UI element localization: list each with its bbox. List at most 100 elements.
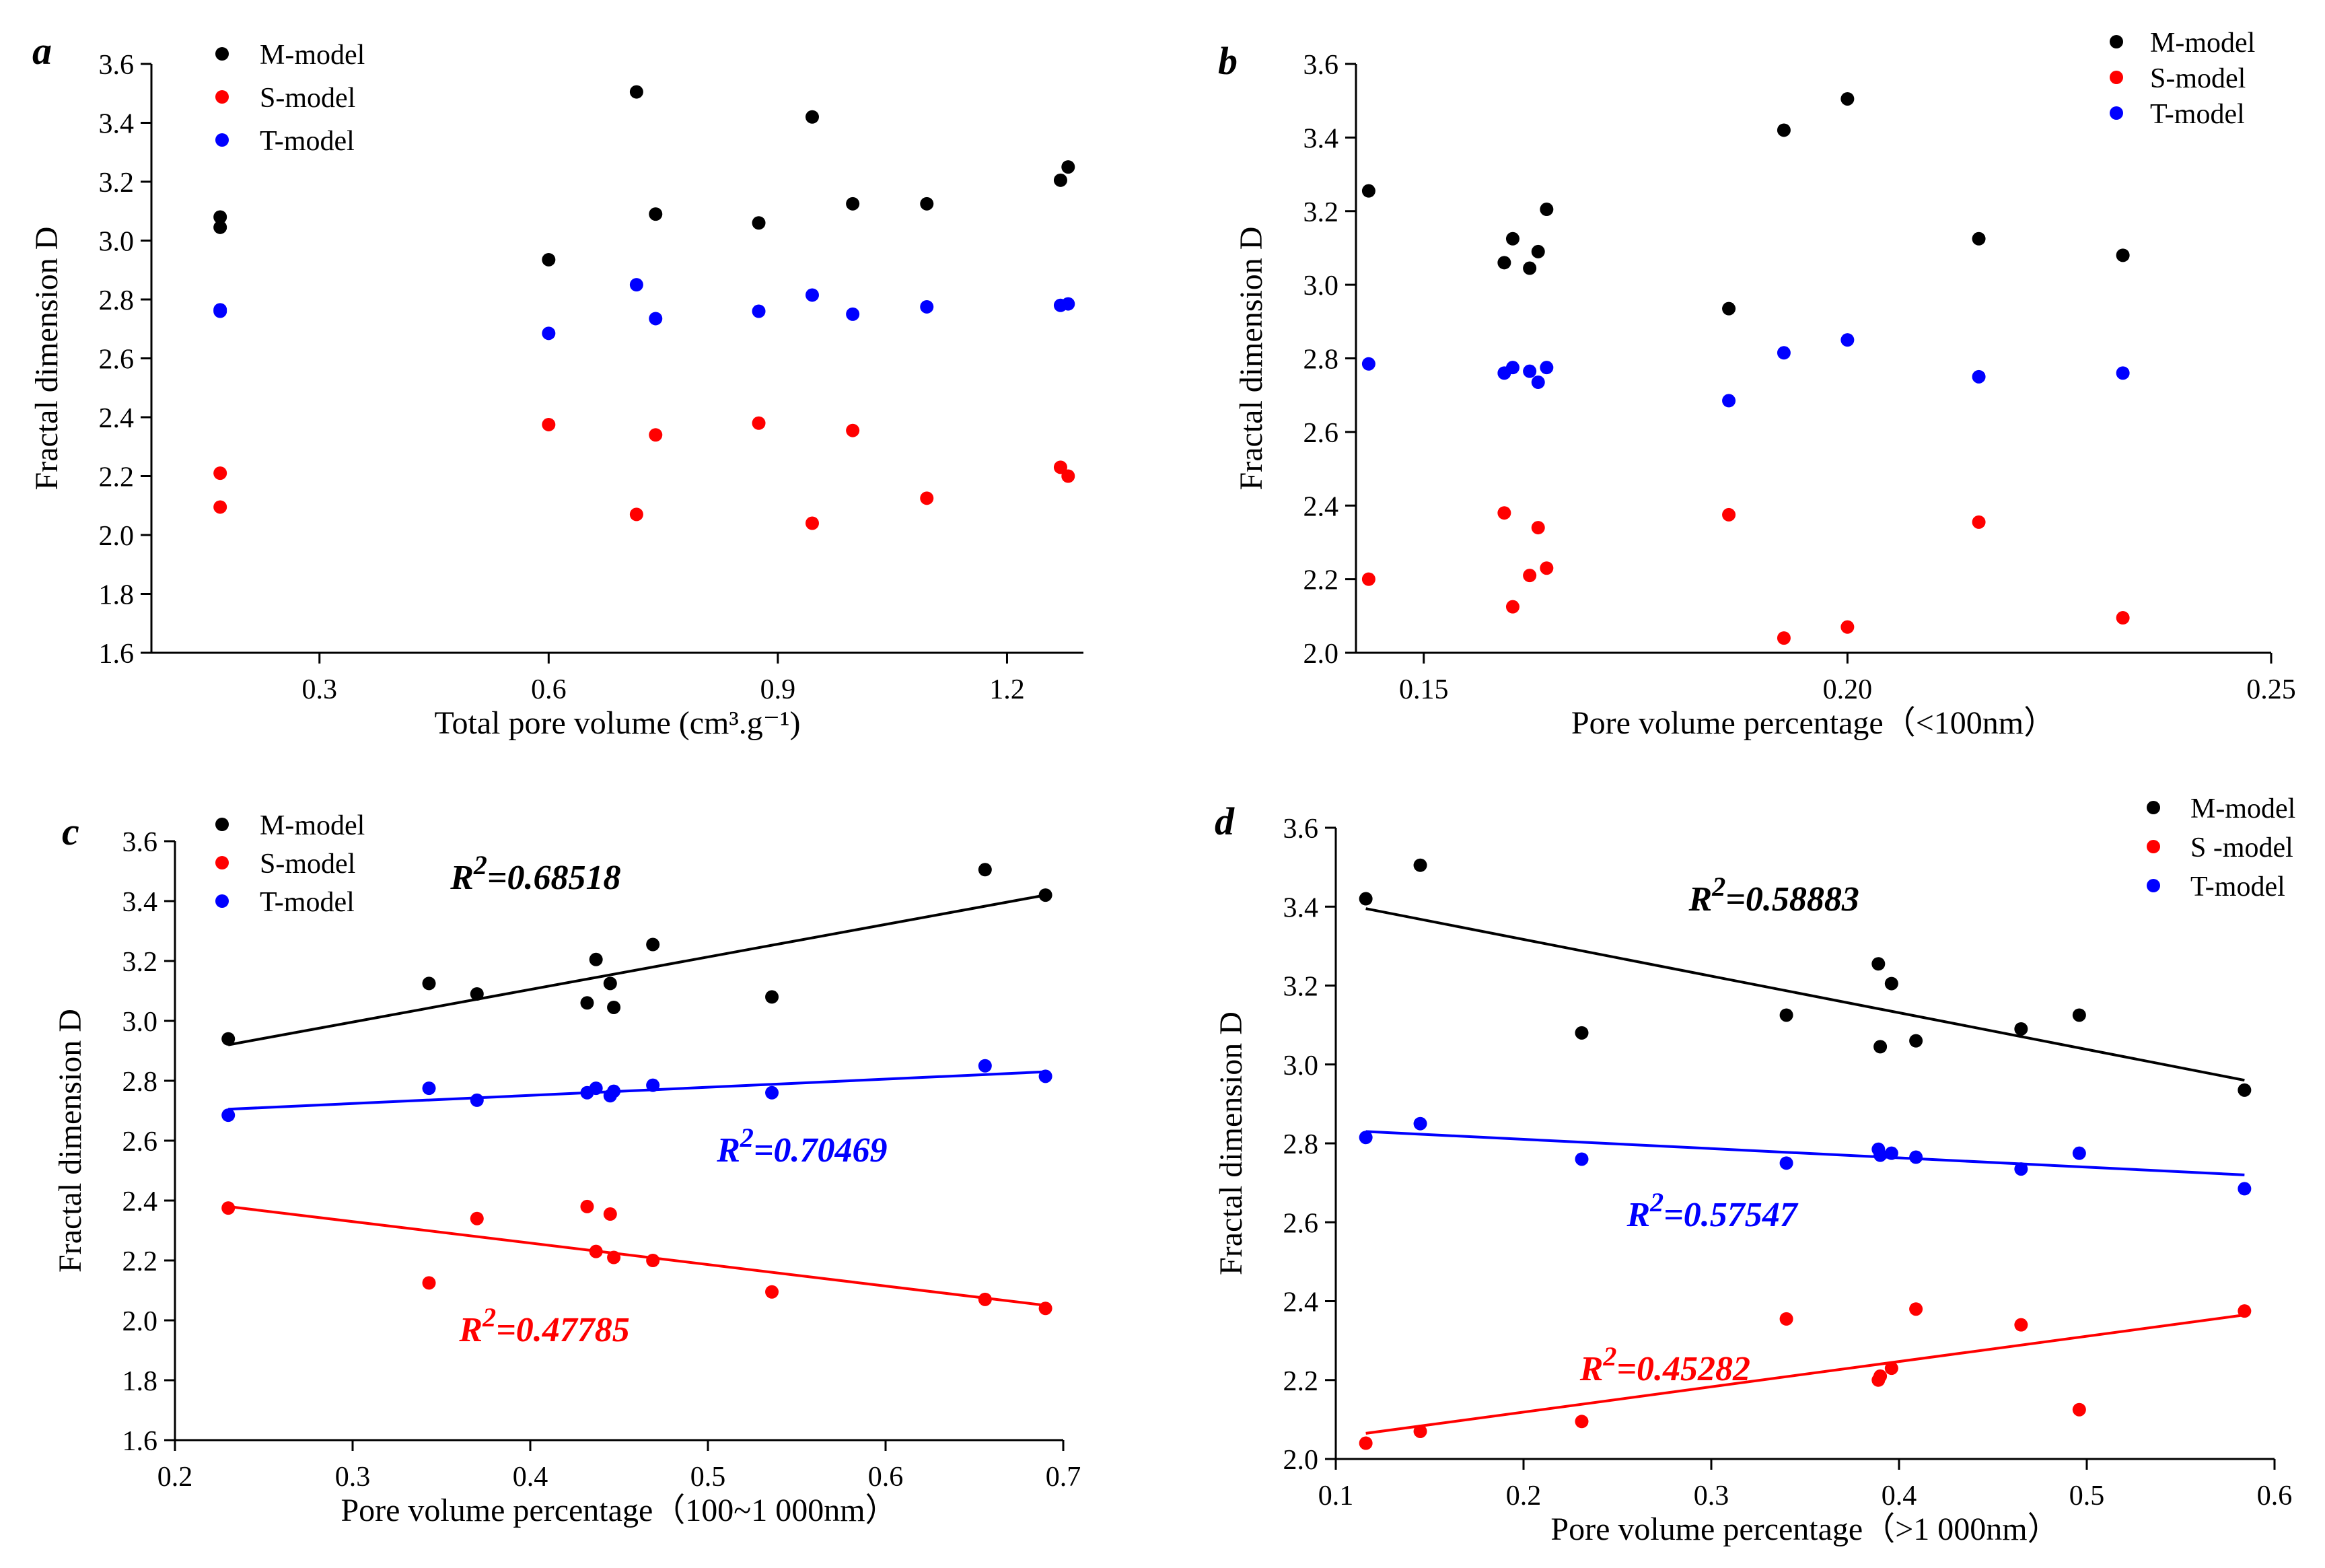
point-t <box>607 1084 621 1098</box>
point-m <box>978 863 992 877</box>
y-tick-label: 3.4 <box>1303 123 1339 154</box>
legend-entry: M-model <box>2150 28 2255 59</box>
y-tick-label: 3.0 <box>122 1007 158 1038</box>
point-t <box>422 1081 436 1096</box>
point-t <box>221 1108 236 1122</box>
point-t <box>1505 361 1519 375</box>
point-t <box>1873 1148 1888 1162</box>
point-s <box>1840 620 1855 634</box>
point-m <box>1523 261 1537 275</box>
point-t <box>1061 297 1075 311</box>
point-t <box>1038 1069 1052 1083</box>
y-tick-label: 3.2 <box>99 168 135 199</box>
x-tick-label: 0.3 <box>335 1462 371 1493</box>
y-tick-label: 2.2 <box>1283 1366 1319 1397</box>
point-m <box>629 85 643 99</box>
legend-marker-t <box>215 894 229 908</box>
legend-entry: S-model <box>2150 63 2246 94</box>
point-m <box>920 197 934 211</box>
y-tick-label: 3.6 <box>99 50 135 81</box>
point-s <box>1722 507 1736 522</box>
y-tick-label: 3.4 <box>1283 892 1319 923</box>
panel-label: b <box>1218 39 1238 83</box>
point-m <box>805 110 819 124</box>
x-tick-label: 1.2 <box>989 674 1025 705</box>
point-s <box>1413 1424 1427 1438</box>
x-tick-label: 0.3 <box>302 674 338 705</box>
point-m <box>1722 301 1736 316</box>
point-t <box>2238 1182 2252 1196</box>
point-t <box>1779 1156 1793 1170</box>
point-s <box>1361 572 1375 586</box>
point-t <box>1884 1146 1898 1160</box>
y-axis-label: Fractal dimension D <box>1213 1011 1249 1275</box>
point-s <box>2238 1304 2252 1318</box>
x-tick-label: 0.6 <box>531 674 567 705</box>
x-axis-label: Pore volume percentage（100~1 000nm） <box>341 1493 897 1528</box>
legend-entry: T-model <box>260 887 355 918</box>
point-s <box>589 1244 603 1258</box>
point-m <box>1038 888 1052 902</box>
point-t <box>589 1081 603 1096</box>
y-tick-label: 1.6 <box>122 1426 158 1457</box>
x-tick-label: 0.3 <box>1694 1481 1729 1511</box>
x-axis-label: Pore volume percentage（<100nm） <box>1571 705 2056 741</box>
y-tick-label: 3.2 <box>1283 972 1319 1003</box>
point-s <box>1038 1302 1052 1316</box>
panel-label: a <box>32 29 52 73</box>
point-t <box>1722 394 1736 408</box>
point-t <box>1523 364 1537 378</box>
legend-entry: T-model <box>2150 99 2245 130</box>
y-tick-label: 2.2 <box>122 1246 158 1277</box>
x-tick-label: 0.6 <box>868 1462 904 1493</box>
legend-marker-m <box>2110 35 2123 48</box>
point-s <box>213 466 227 480</box>
panel-a: a 1.6 1.8 2.0 2.2 2.4 2.6 2.8 3.0 3.2 3.4 3.6 0.3 0.6… <box>29 29 1083 741</box>
point-t <box>920 299 934 314</box>
x-tick-label: 0.2 <box>157 1462 193 1493</box>
y-tick-label: 2.6 <box>99 345 135 376</box>
x-tick-label: 0.5 <box>2069 1481 2105 1511</box>
point-t <box>1540 361 1554 375</box>
point-s <box>580 1199 594 1213</box>
y-tick-label: 2.8 <box>99 285 135 316</box>
point-t <box>846 307 860 321</box>
y-tick-label: 3.0 <box>1303 271 1339 301</box>
y-tick-label: 2.0 <box>122 1306 158 1337</box>
y-tick-label: 1.8 <box>122 1366 158 1397</box>
point-s <box>1505 600 1519 614</box>
point-s <box>1053 460 1067 474</box>
point-m <box>1061 160 1075 174</box>
legend-marker-m <box>215 818 229 831</box>
legend-entry: M-model <box>260 810 365 841</box>
point-s <box>1531 521 1545 535</box>
point-t <box>2014 1162 2028 1176</box>
x-tick-label: 0.6 <box>2257 1481 2293 1511</box>
y-axis-label: Fractal dimension D <box>29 227 65 491</box>
y-tick-label: 2.4 <box>99 403 135 434</box>
point-s <box>765 1285 779 1299</box>
point-t <box>1909 1150 1923 1164</box>
point-t <box>1413 1116 1427 1131</box>
point-t <box>1531 376 1545 390</box>
point-t <box>1840 333 1855 347</box>
point-s <box>542 417 556 431</box>
point-m <box>1361 184 1375 198</box>
point-m <box>213 210 227 224</box>
x-tick-label: 0.5 <box>690 1462 726 1493</box>
point-t <box>649 312 663 326</box>
point-m <box>1873 1040 1888 1054</box>
legend-entry: T-model <box>2190 871 2285 902</box>
legend-marker-m <box>215 47 229 61</box>
point-s <box>1061 469 1075 483</box>
point-s <box>1575 1415 1589 1429</box>
x-tick-label: 0.2 <box>1506 1481 1542 1511</box>
point-t <box>805 288 819 302</box>
point-s <box>2072 1402 2086 1417</box>
point-t <box>2072 1146 2086 1160</box>
y-tick-label: 3.0 <box>1283 1050 1319 1081</box>
trend-line-t <box>228 1070 1046 1111</box>
legend-marker-s <box>2110 71 2123 84</box>
point-s <box>1909 1302 1923 1316</box>
point-m <box>607 1000 621 1014</box>
